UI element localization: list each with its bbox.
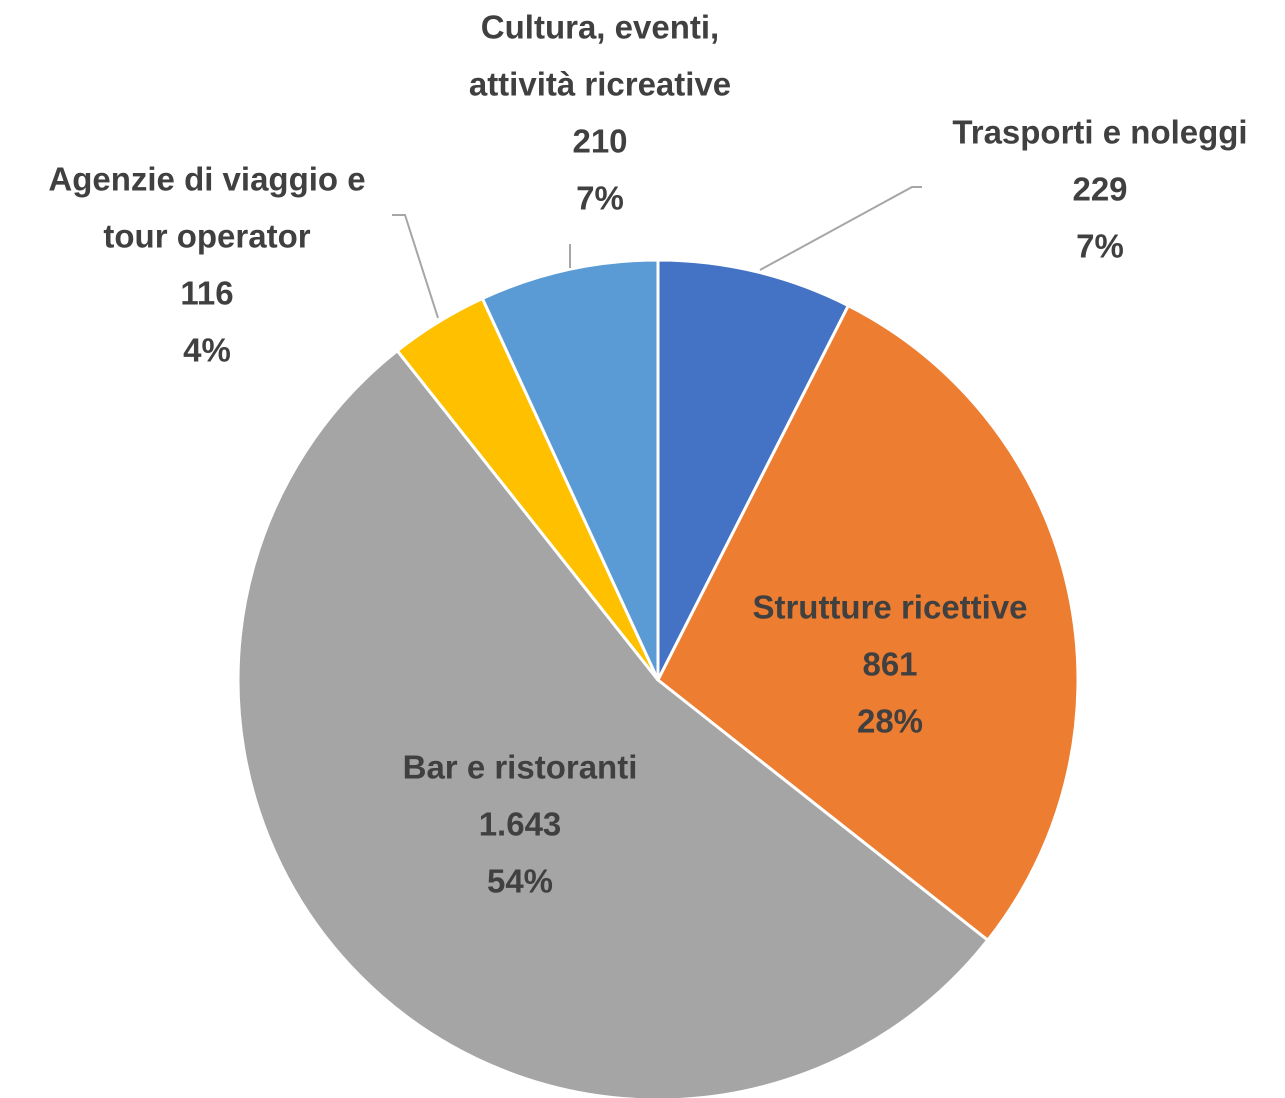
slice-label: Trasporti e noleggi [952,114,1247,151]
leader-line [392,214,439,319]
percent-label: 7% [576,180,624,217]
percent-label: 28% [857,703,923,740]
value-label: 229 [1072,171,1127,208]
slice-label: attività ricreative [469,66,731,103]
percent-label: 4% [183,332,231,369]
pie-slice [656,258,851,681]
slice-label: Cultura, eventi, [481,9,719,46]
value-label: 1.643 [479,806,562,843]
percent-label: 7% [1076,228,1124,265]
slice-label: Agenzie di viaggio e [48,161,365,198]
value-label: 116 [180,275,233,312]
slice-label: tour operator [103,218,310,255]
slice-label: Bar e ristoranti [403,749,638,786]
leader-line [759,186,922,271]
slice-label: Strutture ricettive [752,589,1027,626]
value-label: 861 [862,646,917,683]
pie-slice [656,303,1080,943]
percent-label: 54% [487,863,553,900]
value-label: 210 [572,123,627,160]
pie-slice [236,348,990,1098]
pie-slice [480,258,660,681]
